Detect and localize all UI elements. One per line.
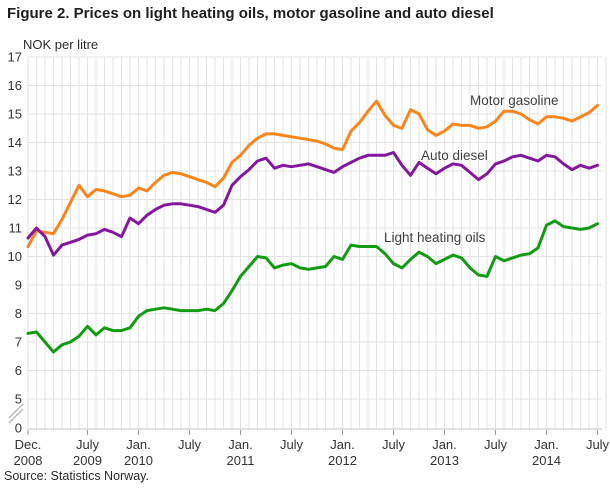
y-tick-label: 11 [9,221,23,236]
series-label-auto-diesel: Auto diesel [421,148,488,163]
series-label-motor-gasoline: Motor gasoline [470,93,559,108]
y-tick-label: 8 [15,306,22,321]
x-tick-month: July [178,437,202,452]
x-tick-year: 2012 [328,453,357,468]
vertical-gridlines [27,57,607,430]
series-line-motor-gasoline [26,99,599,248]
x-tick-month: Dec. [15,437,42,452]
x-tick-year: 2014 [532,453,561,468]
y-tick-label: 16 [8,78,22,93]
y-tick-label: 0 [15,421,22,436]
series-label-light-heating-oils: Light heating oils [384,230,486,245]
y-axis-break-icon [8,403,24,424]
x-tick-month: Jan. [330,437,355,452]
x-tick-month: Jan. [228,437,253,452]
y-axis-title: NOK per litre [23,37,99,52]
y-axis-labels: 0 5 6 7 8 9 10 11 12 13 14 15 16 17 [8,50,22,436]
horizontal-gridlines [28,56,602,400]
x-tick-year: 2013 [430,453,459,468]
x-tick-month: Jan. [126,437,151,452]
y-tick-label: 14 [8,135,22,150]
figure-title: Figure 2. Prices on light heating oils, … [7,5,494,22]
source-note: Source: Statistics Norway. [4,469,149,483]
x-tick-month: July [280,437,304,452]
y-tick-label: 17 [8,50,22,65]
y-tick-label: 15 [8,107,22,122]
x-tick-month: July [484,437,508,452]
y-tick-label: 9 [15,278,22,293]
x-tick-year: 2009 [73,453,102,468]
series-line-auto-diesel [26,151,599,257]
x-tick-year: 2010 [124,453,153,468]
y-tick-label: 12 [8,192,22,207]
series-line-light-heating-oils [26,219,599,354]
y-tick-label: 10 [8,249,22,264]
y-tick-label: 6 [15,363,22,378]
x-tick-year: 2008 [14,453,43,468]
y-tick-label: 7 [15,335,22,350]
x-axis-ticks [27,430,598,435]
x-tick-month: July [586,437,610,452]
x-tick-month: July [76,437,100,452]
y-tick-label: 5 [15,392,22,407]
y-tick-label: 13 [8,164,22,179]
x-tick-month: Jan. [534,437,559,452]
x-tick-year: 2011 [227,453,255,468]
x-tick-month: Jan. [432,437,457,452]
x-tick-month: July [382,437,406,452]
